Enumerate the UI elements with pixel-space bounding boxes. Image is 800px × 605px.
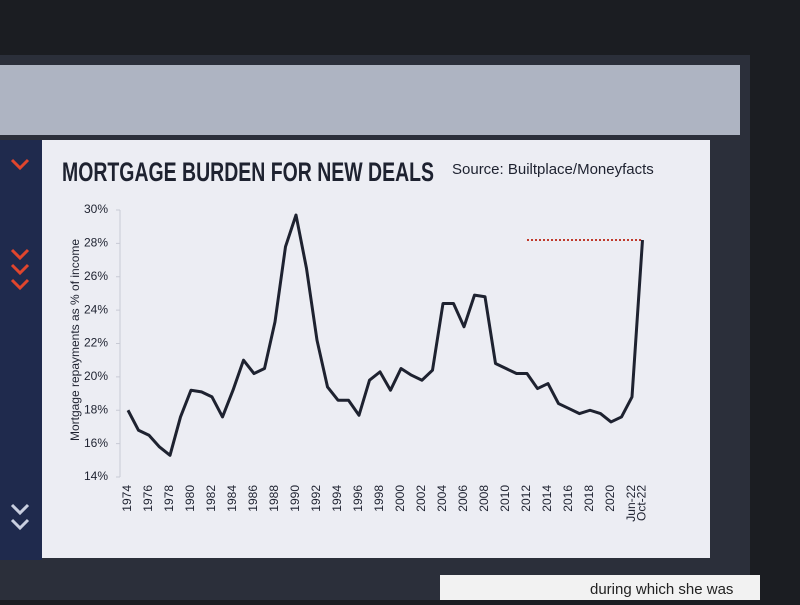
x-tick-label: 2002 — [414, 485, 428, 512]
x-tick-label: 1998 — [372, 485, 386, 512]
ticker-bar — [440, 575, 760, 600]
x-tick-label: 1982 — [204, 485, 218, 512]
x-tick-label: 1984 — [225, 485, 239, 512]
x-tick-label: 2008 — [477, 485, 491, 512]
x-tick-label: 2000 — [393, 485, 407, 512]
x-tick-label: 1986 — [246, 485, 260, 512]
y-tick-label: 24% — [84, 302, 108, 316]
chevrons — [10, 503, 30, 531]
y-tick-label: 30% — [84, 202, 108, 216]
x-tick-label: 2020 — [603, 485, 617, 512]
x-tick-label: 1990 — [288, 485, 302, 512]
x-tick-label: Oct-22 — [635, 485, 649, 521]
x-tick-label: 2018 — [582, 485, 596, 512]
chart-subtitle: Source: Builtplace/Moneyfacts — [452, 161, 654, 178]
x-tick-label: 1992 — [309, 485, 323, 512]
y-tick-label: 28% — [84, 236, 108, 250]
x-tick-label: 1980 — [183, 485, 197, 512]
x-tick-label: 2006 — [456, 485, 470, 512]
x-tick-label: 2012 — [519, 485, 533, 512]
chart-title: MORTGAGE BURDEN FOR NEW DEALS — [62, 157, 434, 187]
studio-background — [0, 65, 740, 135]
y-tick-label: 18% — [84, 402, 108, 416]
x-tick-label: 2016 — [561, 485, 575, 512]
x-tick-label: 1994 — [330, 485, 344, 512]
y-tick-label: 20% — [84, 369, 108, 383]
x-tick-label: 1978 — [162, 485, 176, 512]
y-tick-label: 26% — [84, 269, 108, 283]
chart-panel — [42, 140, 710, 558]
y-axis-label: Mortgage repayments as % of income — [68, 239, 82, 441]
x-tick-label: 1974 — [120, 485, 134, 512]
ticker-text: during which she was — [590, 581, 733, 598]
data-line — [126, 213, 644, 457]
x-tick-label: 1976 — [141, 485, 155, 512]
x-tick-label: 2010 — [498, 485, 512, 512]
y-tick-label: 14% — [84, 469, 108, 483]
side-strip — [0, 140, 42, 560]
chevrons — [10, 158, 30, 291]
x-tick-label: 1996 — [351, 485, 365, 512]
y-tick-label: 16% — [84, 436, 108, 450]
x-tick-label: 2004 — [435, 485, 449, 512]
x-tick-label: 2014 — [540, 485, 554, 512]
x-tick-label: 1988 — [267, 485, 281, 512]
x-tick-label: Jun-22 — [624, 485, 638, 522]
y-tick-label: 22% — [84, 336, 108, 350]
